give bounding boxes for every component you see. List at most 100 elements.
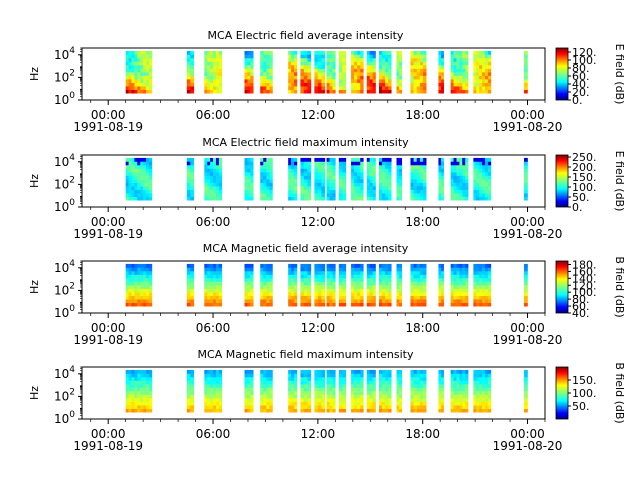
spectrogram-cell	[146, 75, 150, 80]
spectrogram-cell	[148, 54, 153, 59]
spectrogram-cell	[465, 302, 469, 307]
spectrogram-cell	[465, 299, 469, 303]
spectrogram-cell	[213, 302, 217, 307]
spectrogram-cell	[146, 164, 150, 169]
spectrogram-cell	[456, 161, 460, 166]
spectrogram-cell	[321, 292, 326, 296]
spectrogram-cell	[441, 281, 444, 286]
spectrogram-cell	[369, 281, 373, 286]
spectrogram-cell	[218, 182, 223, 187]
spectrogram-cell	[317, 281, 322, 286]
spectrogram-cell	[210, 387, 214, 392]
spectrogram-cell	[207, 394, 211, 399]
spectrogram-cell	[293, 79, 298, 83]
spectrogram-cell	[146, 288, 150, 293]
spectrogram-cell	[213, 175, 217, 180]
spectrogram-cell	[140, 72, 144, 76]
spectrogram-cell	[459, 295, 463, 300]
spectrogram-cell	[438, 281, 442, 286]
spectrogram-cell	[438, 391, 442, 395]
spectrogram-cell	[462, 394, 466, 399]
spectrogram-cell	[288, 401, 292, 406]
spectrogram-cell	[479, 394, 483, 399]
spectrogram-cell	[288, 68, 292, 73]
spectrogram-cell	[342, 270, 347, 275]
spectrogram-cell	[342, 54, 347, 59]
spectrogram-cell	[247, 68, 251, 73]
spectrogram-cell	[476, 193, 480, 197]
spectrogram-cell	[148, 50, 153, 55]
spectrogram-cell	[351, 278, 355, 282]
spectrogram-cell	[396, 373, 400, 378]
spectrogram-cell	[321, 179, 326, 183]
colorbar-tick-label: 0.	[572, 94, 583, 107]
spectrogram-cell	[288, 75, 292, 80]
spectrogram-cell	[423, 182, 427, 187]
spectrogram-cell	[300, 168, 305, 173]
spectrogram-cell	[423, 175, 427, 180]
spectrogram-cell	[134, 75, 138, 80]
spectrogram-cell	[465, 394, 469, 399]
spectrogram-cell	[419, 295, 424, 300]
spectrogram-cell	[369, 68, 373, 73]
spectrogram-cell	[300, 75, 305, 80]
spectrogram-cell	[244, 278, 248, 282]
spectrogram-cell	[382, 50, 386, 55]
spectrogram-cell	[413, 274, 418, 279]
x-tick-date-label: 1991-08-19	[73, 439, 143, 453]
spectrogram-cell	[266, 373, 270, 378]
spectrogram-cell	[269, 408, 273, 413]
spectrogram-cell	[329, 57, 333, 62]
spectrogram-cell	[372, 398, 376, 402]
spectrogram-cell	[456, 86, 460, 90]
spectrogram-cell	[360, 405, 364, 409]
spectrogram-cell	[207, 61, 211, 66]
spectrogram-cell	[423, 168, 427, 173]
spectrogram-cell	[487, 157, 492, 162]
spectrogram-cell	[204, 164, 208, 169]
spectrogram-cell	[134, 274, 138, 279]
spectrogram-cell	[462, 380, 466, 385]
spectrogram-cell	[293, 387, 298, 392]
spectrogram-cell	[450, 373, 454, 378]
spectrogram-cell	[479, 79, 483, 83]
spectrogram-cell	[399, 86, 403, 90]
spectrogram-cell	[385, 193, 389, 197]
spectrogram-cell	[140, 373, 144, 378]
spectrogram-cell	[291, 157, 295, 162]
spectrogram-cell	[148, 288, 153, 293]
spectrogram-cell	[213, 369, 217, 374]
spectrogram-cell	[357, 401, 361, 406]
spectrogram-cell	[207, 82, 211, 87]
spectrogram-cell	[369, 267, 373, 272]
spectrogram-cell	[485, 391, 489, 395]
spectrogram-cell	[360, 79, 364, 83]
spectrogram-cell	[269, 172, 273, 176]
spectrogram-cell	[416, 65, 421, 69]
spectrogram-cell	[291, 196, 295, 201]
spectrogram-cell	[438, 384, 442, 388]
spectrogram-cell	[190, 387, 195, 392]
spectrogram-cell	[213, 299, 217, 303]
spectrogram-cell	[307, 278, 312, 282]
spectrogram-cell	[213, 196, 217, 201]
spectrogram-cell	[266, 89, 270, 94]
spectrogram-cell	[204, 302, 208, 307]
spectrogram-cell	[379, 387, 383, 392]
spectrogram-cell	[326, 292, 330, 296]
spectrogram-cell	[465, 398, 469, 402]
spectrogram-cell	[215, 292, 220, 296]
spectrogram-cell	[148, 394, 153, 399]
spectrogram-cell	[266, 193, 270, 197]
spectrogram-cell	[485, 82, 489, 87]
spectrogram-cell	[190, 89, 195, 94]
spectrogram-cell	[413, 68, 418, 73]
spectrogram-cell	[143, 86, 147, 90]
spectrogram-cell	[213, 50, 217, 55]
spectrogram-cell	[354, 189, 358, 194]
spectrogram-cell	[207, 263, 211, 268]
spectrogram-cell	[423, 57, 427, 62]
spectrogram-cell	[354, 157, 358, 162]
spectrogram-cell	[351, 75, 355, 80]
spectrogram-cell	[288, 391, 292, 395]
